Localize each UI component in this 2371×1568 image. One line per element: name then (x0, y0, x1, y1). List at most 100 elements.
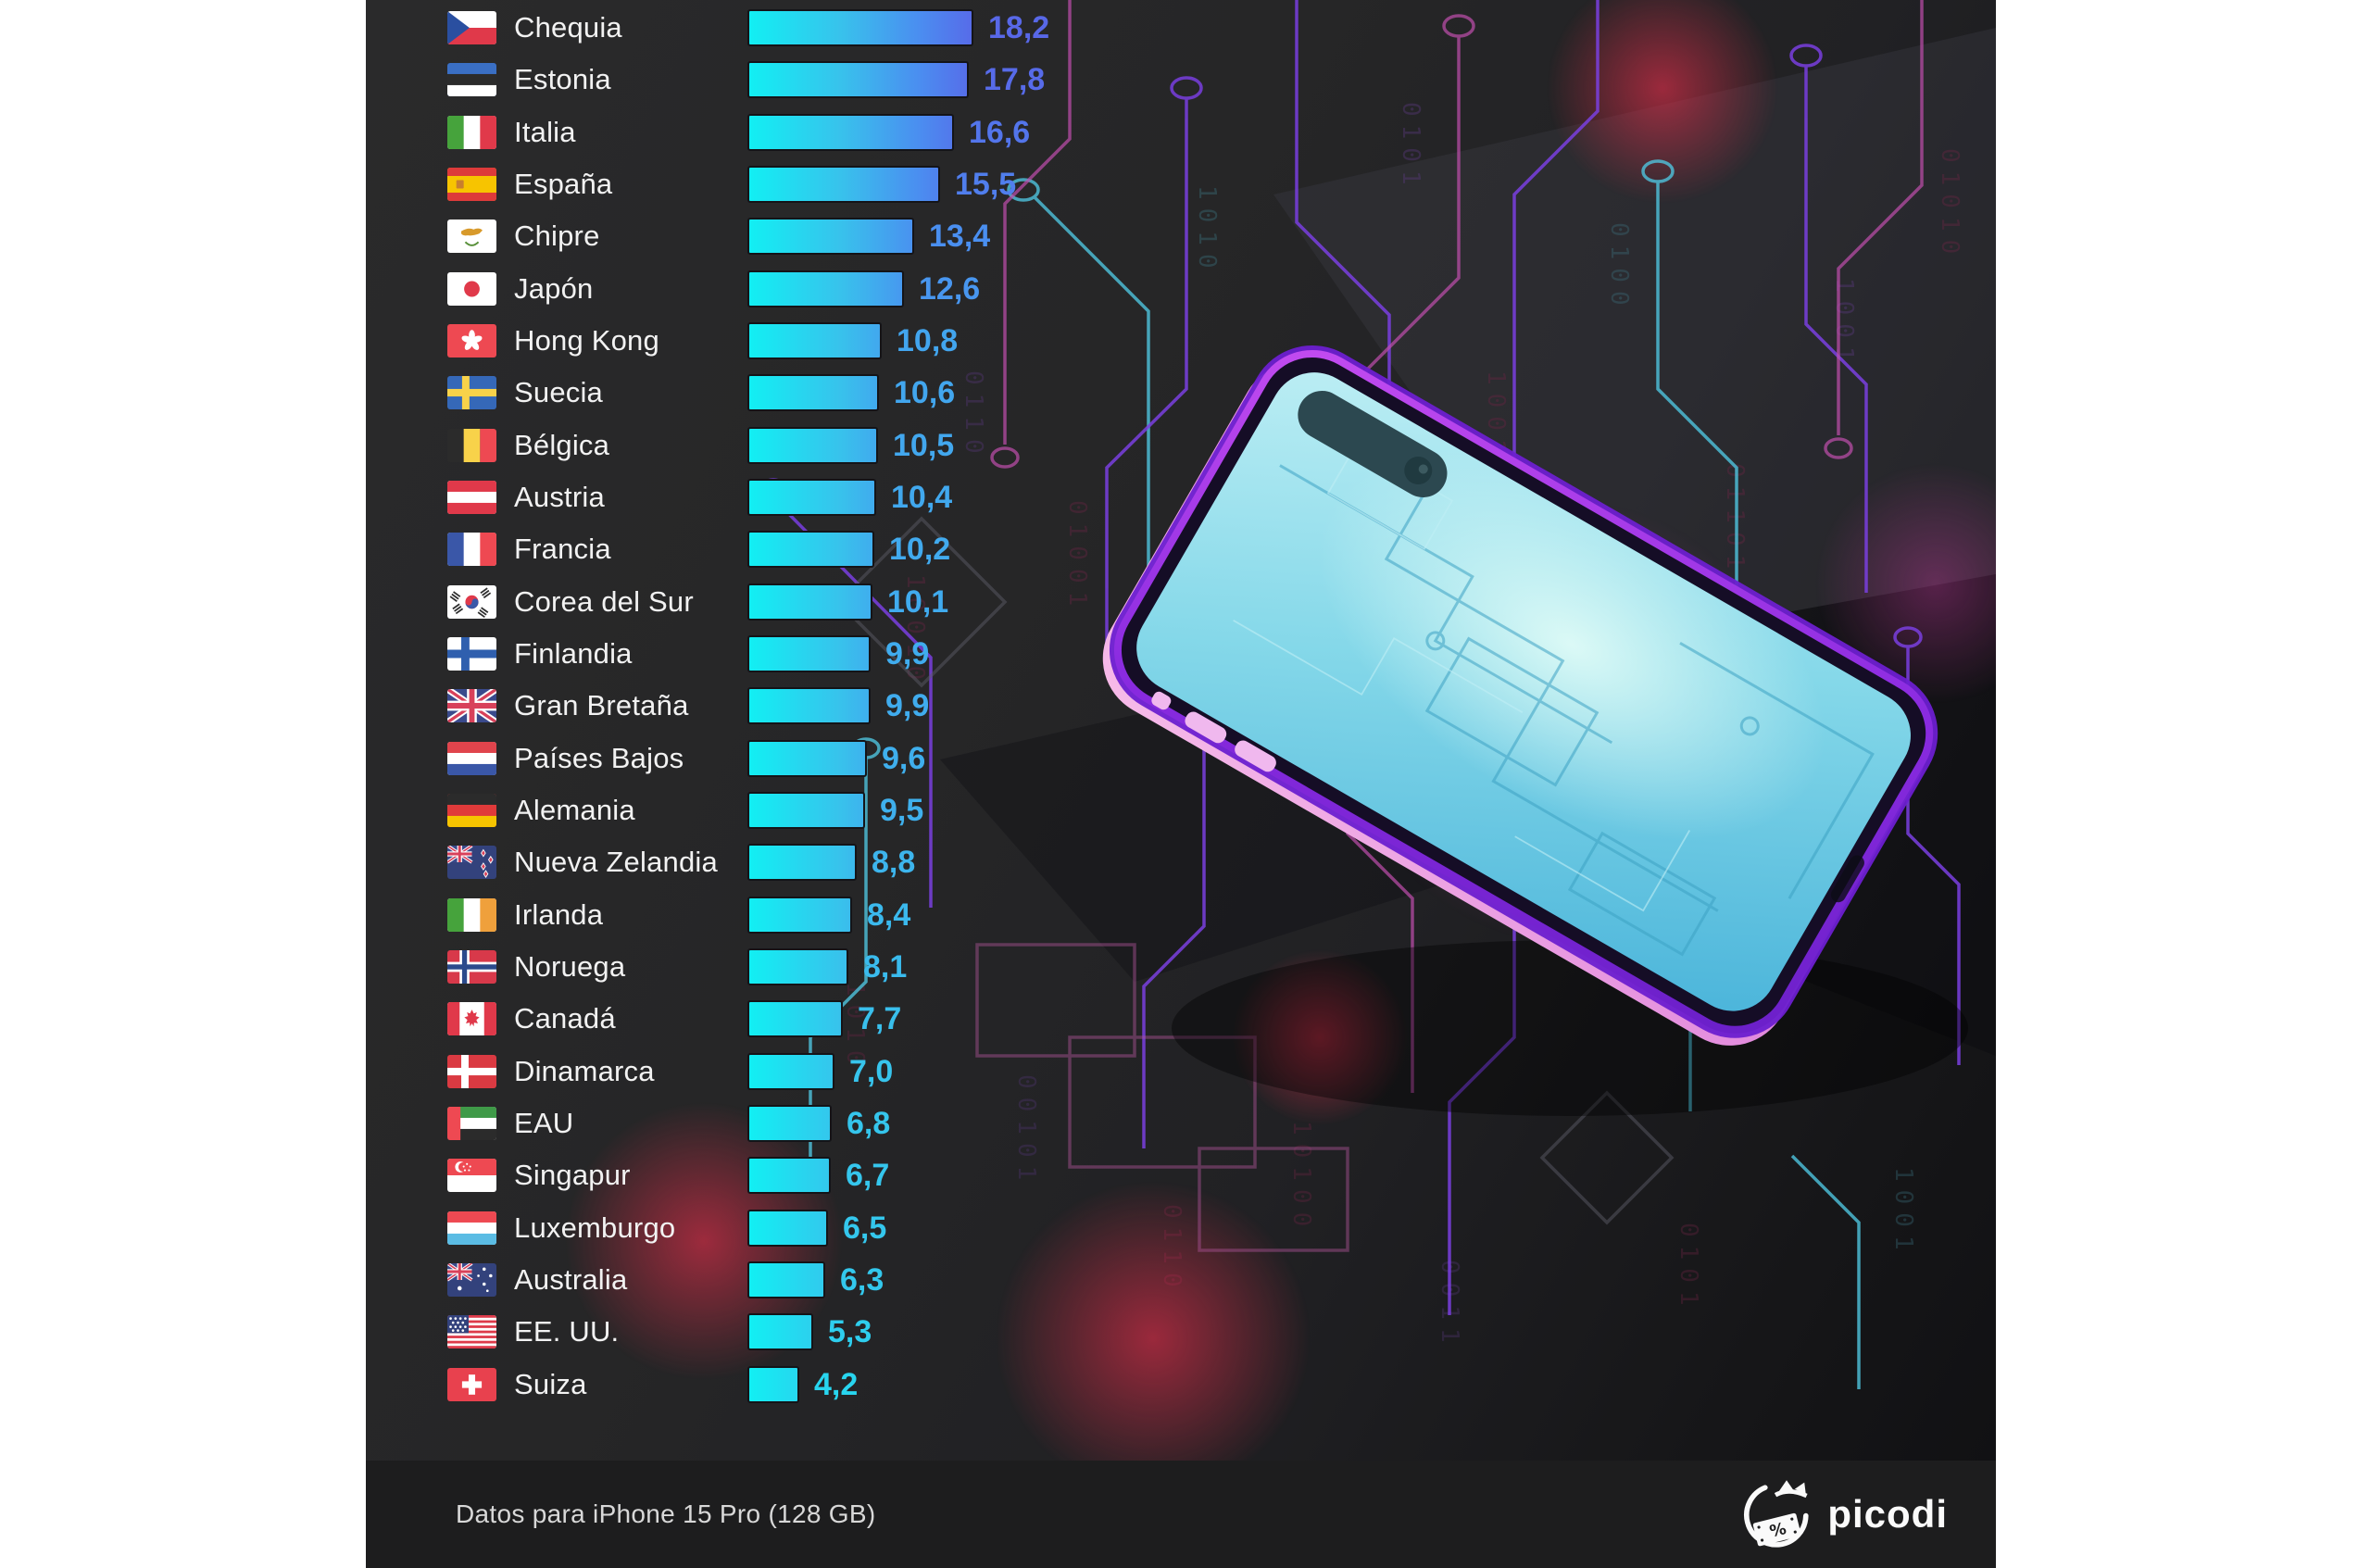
footer: Datos para iPhone 15 Pro (128 GB) % pico… (366, 1461, 1996, 1568)
country-label: España (514, 167, 613, 200)
flag-icon-au (447, 1262, 496, 1297)
value-bar (747, 1365, 799, 1403)
flag-icon-fr (447, 533, 496, 567)
value-bar (747, 583, 872, 621)
country-row: Alemania 9,5 (366, 784, 1996, 836)
country-label: EE. UU. (514, 1315, 620, 1348)
country-row: Noruega 8,1 (366, 941, 1996, 993)
country-label: Nueva Zelandia (514, 846, 718, 879)
country-row: Bélgica 10,5 (366, 420, 1996, 471)
flag-icon-kr (447, 584, 496, 619)
value-bar (747, 687, 871, 725)
flag-icon-nz (447, 846, 496, 880)
value-bar (747, 896, 852, 934)
country-row: Nueva Zelandia 8,8 (366, 836, 1996, 888)
country-row: Singapur 6,7 (366, 1149, 1996, 1201)
value-bar (747, 374, 879, 412)
value-label: 6,3 (840, 1261, 884, 1298)
flag-icon-ie (447, 897, 496, 932)
country-row: España 15,5 (366, 158, 1996, 210)
country-label: Austria (514, 480, 605, 513)
country-row: Austria 10,4 (366, 471, 1996, 523)
flag-icon-cy (447, 220, 496, 254)
chart-panel: 10010 0110 01001 1010 00110 0101 10011 0… (366, 0, 1996, 1568)
value-bar (747, 739, 867, 777)
country-label: Chipre (514, 220, 600, 253)
country-label: Finlandia (514, 636, 633, 670)
value-label: 10,8 (897, 322, 959, 358)
flag-icon-lu (447, 1210, 496, 1245)
value-label: 6,7 (846, 1158, 890, 1194)
value-bar (747, 478, 876, 516)
country-label: Australia (514, 1262, 628, 1296)
value-bar (747, 844, 857, 882)
flag-icon-fi (447, 636, 496, 671)
value-bar (747, 1000, 843, 1038)
country-row: Dinamarca 7,0 (366, 1046, 1996, 1098)
country-label: Países Bajos (514, 741, 684, 774)
country-label: Corea del Sur (514, 584, 694, 618)
flag-icon-jp (447, 271, 496, 306)
value-bar (747, 113, 954, 151)
country-row: Italia 16,6 (366, 107, 1996, 158)
value-label: 10,6 (894, 375, 956, 411)
value-label: 9,9 (885, 635, 930, 671)
value-bar (747, 1209, 828, 1247)
flag-icon-sg (447, 1159, 496, 1193)
value-label: 6,5 (843, 1210, 887, 1246)
value-label: 13,4 (929, 219, 991, 255)
country-row: Chequia 18,2 (366, 2, 1996, 54)
value-bar (747, 1313, 813, 1351)
country-label: Canadá (514, 1002, 616, 1035)
value-label: 4,2 (814, 1366, 859, 1402)
value-bar (747, 218, 914, 256)
value-bar (747, 634, 871, 672)
value-bar (747, 61, 969, 99)
country-row: Francia 10,2 (366, 523, 1996, 575)
country-label: Gran Bretaña (514, 689, 689, 722)
value-label: 6,8 (847, 1105, 891, 1141)
value-label: 10,1 (887, 583, 949, 620)
value-bar (747, 9, 973, 46)
country-row: EAU 6,8 (366, 1098, 1996, 1149)
country-label: Chequia (514, 11, 622, 44)
flag-icon-be (447, 428, 496, 462)
country-label: Noruega (514, 949, 626, 983)
country-row: Corea del Sur 10,1 (366, 576, 1996, 628)
value-label: 18,2 (988, 10, 1050, 45)
value-label: 8,8 (872, 845, 916, 881)
country-label: EAU (514, 1106, 574, 1139)
country-row: Australia 6,3 (366, 1254, 1996, 1306)
country-label: Italia (514, 115, 576, 148)
brand: % picodi (1738, 1477, 1948, 1551)
value-bar (747, 321, 882, 359)
flag-icon-cz (447, 11, 496, 44)
country-label: Hong Kong (514, 323, 659, 357)
value-bar (747, 1157, 831, 1195)
country-row: Japón 12,6 (366, 263, 1996, 315)
flag-icon-ca (447, 1002, 496, 1036)
country-label: Luxemburgo (514, 1210, 676, 1244)
country-row: Chipre 13,4 (366, 210, 1996, 262)
country-row: Luxemburgo 6,5 (366, 1202, 1996, 1254)
brand-name: picodi (1827, 1492, 1948, 1536)
country-row: Estonia 17,8 (366, 54, 1996, 106)
value-label: 16,6 (969, 114, 1031, 150)
flag-icon-es (447, 167, 496, 201)
value-label: 9,6 (882, 740, 926, 776)
value-label: 12,6 (919, 270, 981, 307)
country-label: Estonia (514, 63, 611, 96)
data-note: Datos para iPhone 15 Pro (128 GB) (456, 1499, 876, 1528)
country-label: Suiza (514, 1367, 587, 1400)
country-label: Alemania (514, 793, 635, 826)
country-row: Países Bajos 9,6 (366, 733, 1996, 784)
value-label: 9,5 (880, 792, 924, 828)
flag-icon-hk (447, 323, 496, 358)
value-label: 10,2 (889, 532, 951, 568)
country-row: Irlanda 8,4 (366, 889, 1996, 941)
flag-icon-ae (447, 1106, 496, 1140)
picodi-logo-icon: % (1744, 1480, 1809, 1548)
value-bar (747, 426, 878, 464)
country-label: Japón (514, 271, 594, 305)
